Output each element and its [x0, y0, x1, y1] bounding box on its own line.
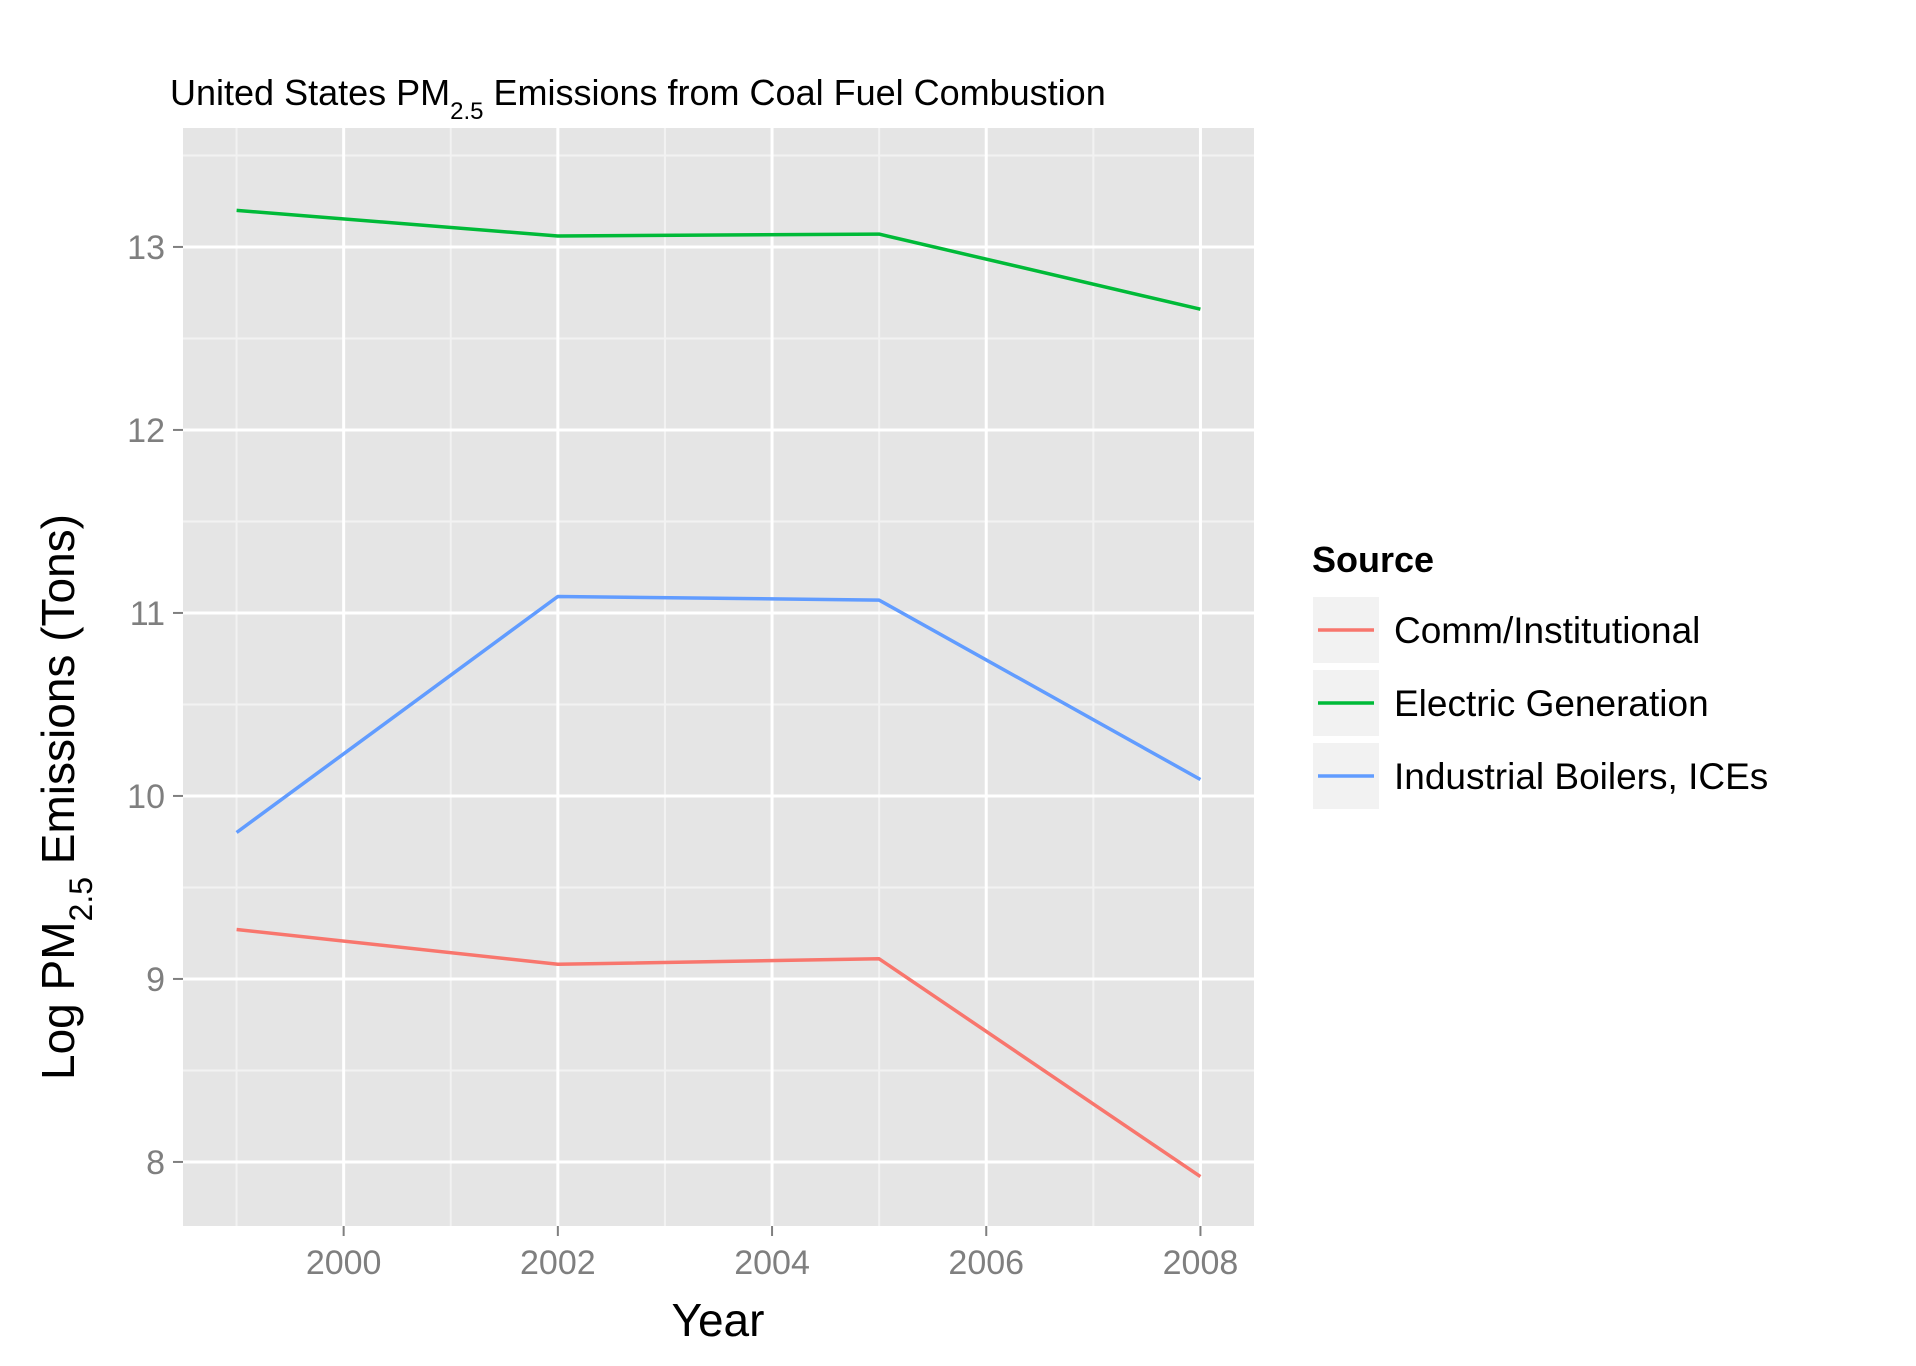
legend-label-electric-generation: Electric Generation [1394, 683, 1709, 724]
legend-label-comm-institutional: Comm/Institutional [1394, 610, 1700, 651]
series-line-electric-generation [236, 208, 1201, 311]
series-line-comm-institutional [236, 927, 1202, 1179]
x-tick-label-2000: 2000 [306, 1244, 382, 1282]
x-axis: 2000 2002 2004 2006 2008 [306, 1226, 1238, 1282]
y-tick-label-9: 9 [146, 961, 165, 999]
y-axis: 8 9 10 11 12 13 [127, 229, 183, 1182]
y-tick-label-11: 11 [130, 595, 165, 633]
y-tick-label-12: 12 [127, 412, 165, 450]
legend: Source Comm/Institutional Electric Genera… [1311, 539, 1768, 811]
x-tick-label-2008: 2008 [1163, 1244, 1239, 1282]
major-grid [183, 128, 1254, 1226]
y-axis-title: Log PM2.5 Emissions (Tons) [32, 514, 99, 1080]
legend-items: Comm/Institutional Electric Generation Ind… [1311, 595, 1768, 811]
y-axis-title-main: Log PM [32, 921, 84, 1080]
y-tick-label-13: 13 [127, 229, 165, 267]
series-line-industrial-boilers-ices [235, 594, 1202, 834]
y-tick-label-8: 8 [146, 1144, 165, 1182]
y-tick-label-10: 10 [127, 778, 165, 816]
y-axis-title-subscript: 2.5 [63, 877, 99, 921]
legend-label-industrial-boilers-ices: Industrial Boilers, ICEs [1394, 756, 1768, 797]
chart-title-main: United States PM [170, 72, 450, 113]
x-axis-title: Year [672, 1294, 765, 1346]
y-axis-title-rest: Emissions (Tons) [32, 514, 84, 877]
x-tick-label-2002: 2002 [520, 1244, 596, 1282]
chart-title-rest: Emissions from Coal Fuel Combustion [484, 72, 1106, 113]
x-tick-label-2004: 2004 [734, 1244, 810, 1282]
legend-title: Source [1312, 539, 1434, 580]
series-lines [235, 208, 1202, 1179]
chart-title: United States PM2.5 Emissions from Coal … [170, 72, 1106, 125]
chart-title-subscript: 2.5 [450, 98, 483, 125]
plot-panel [183, 128, 1254, 1226]
x-tick-label-2006: 2006 [948, 1244, 1024, 1282]
